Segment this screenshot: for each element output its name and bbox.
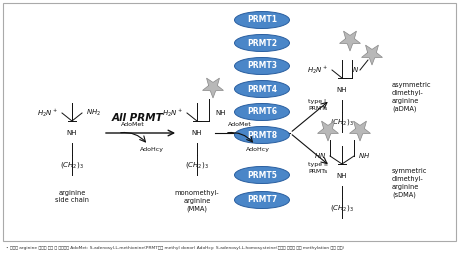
Ellipse shape bbox=[235, 126, 290, 144]
Text: NH: NH bbox=[215, 110, 225, 116]
Text: $H_2N^+$: $H_2N^+$ bbox=[162, 107, 183, 119]
Text: $CH_3$: $CH_3$ bbox=[354, 125, 366, 134]
Ellipse shape bbox=[235, 12, 290, 28]
Text: $N$: $N$ bbox=[353, 66, 359, 74]
Text: $H_2N^+$: $H_2N^+$ bbox=[307, 64, 328, 76]
Text: • 단백질 arginine 메틸화 반응 및 촉매효소 AdoMet: S-adenosyl-L-methionine(PRMT들의 methyl donor: • 단백질 arginine 메틸화 반응 및 촉매효소 AdoMet: S-a… bbox=[6, 246, 344, 250]
Text: asymmetric
dimethyl-
arginine
(aDMA): asymmetric dimethyl- arginine (aDMA) bbox=[392, 82, 431, 112]
Text: $(CH_2)_3$: $(CH_2)_3$ bbox=[330, 203, 354, 213]
Text: $H_2N^+$: $H_2N^+$ bbox=[37, 107, 58, 119]
Text: NH: NH bbox=[192, 130, 202, 136]
Text: PRMT2: PRMT2 bbox=[247, 38, 277, 48]
Text: NH: NH bbox=[67, 130, 77, 136]
Polygon shape bbox=[340, 31, 360, 51]
Text: $CH_3$: $CH_3$ bbox=[207, 82, 219, 91]
Polygon shape bbox=[202, 78, 224, 98]
Text: AdoHcy: AdoHcy bbox=[246, 147, 270, 153]
Text: type II
PRMTs: type II PRMTs bbox=[308, 162, 328, 174]
Text: arginine
side chain: arginine side chain bbox=[55, 190, 89, 204]
Text: $CH_3$: $CH_3$ bbox=[322, 125, 334, 134]
Text: $NH$: $NH$ bbox=[358, 152, 370, 161]
Text: AdoMet: AdoMet bbox=[228, 122, 252, 126]
Text: $NH_2$: $NH_2$ bbox=[86, 108, 101, 118]
Text: AdoMet: AdoMet bbox=[121, 122, 145, 126]
Text: $(CH_2)_3$: $(CH_2)_3$ bbox=[185, 160, 209, 170]
Polygon shape bbox=[350, 121, 370, 141]
Text: monomethyl-
arginine
(MMA): monomethyl- arginine (MMA) bbox=[175, 190, 219, 211]
Text: PRMT5: PRMT5 bbox=[247, 170, 277, 179]
Text: $CH_3$: $CH_3$ bbox=[344, 36, 356, 45]
Text: type I
PRMTs: type I PRMTs bbox=[308, 99, 327, 111]
Text: PRMT4: PRMT4 bbox=[247, 84, 277, 93]
Text: $(CH_2)_3$: $(CH_2)_3$ bbox=[330, 117, 354, 127]
Text: PRMT7: PRMT7 bbox=[247, 196, 277, 205]
Text: AdoHcy: AdoHcy bbox=[140, 147, 164, 153]
Ellipse shape bbox=[235, 35, 290, 51]
Text: symmetric
dimethyl-
arginine
(sDMA): symmetric dimethyl- arginine (sDMA) bbox=[392, 168, 427, 197]
Ellipse shape bbox=[235, 166, 290, 184]
Ellipse shape bbox=[235, 80, 290, 98]
Text: $CH_3$: $CH_3$ bbox=[366, 50, 378, 58]
Text: $(CH_2)_3$: $(CH_2)_3$ bbox=[60, 160, 84, 170]
Text: PRMT6: PRMT6 bbox=[247, 108, 277, 116]
Polygon shape bbox=[362, 45, 382, 65]
Text: NH: NH bbox=[337, 173, 347, 179]
Text: PRMT1: PRMT1 bbox=[247, 16, 277, 25]
Ellipse shape bbox=[235, 191, 290, 208]
Text: PRMT3: PRMT3 bbox=[247, 61, 277, 70]
Text: $HN$: $HN$ bbox=[313, 152, 326, 161]
Ellipse shape bbox=[235, 103, 290, 121]
Text: All PRMT: All PRMT bbox=[112, 113, 164, 123]
Text: PRMT8: PRMT8 bbox=[247, 131, 277, 140]
Text: NH: NH bbox=[337, 87, 347, 93]
Polygon shape bbox=[318, 121, 338, 141]
Ellipse shape bbox=[235, 58, 290, 74]
